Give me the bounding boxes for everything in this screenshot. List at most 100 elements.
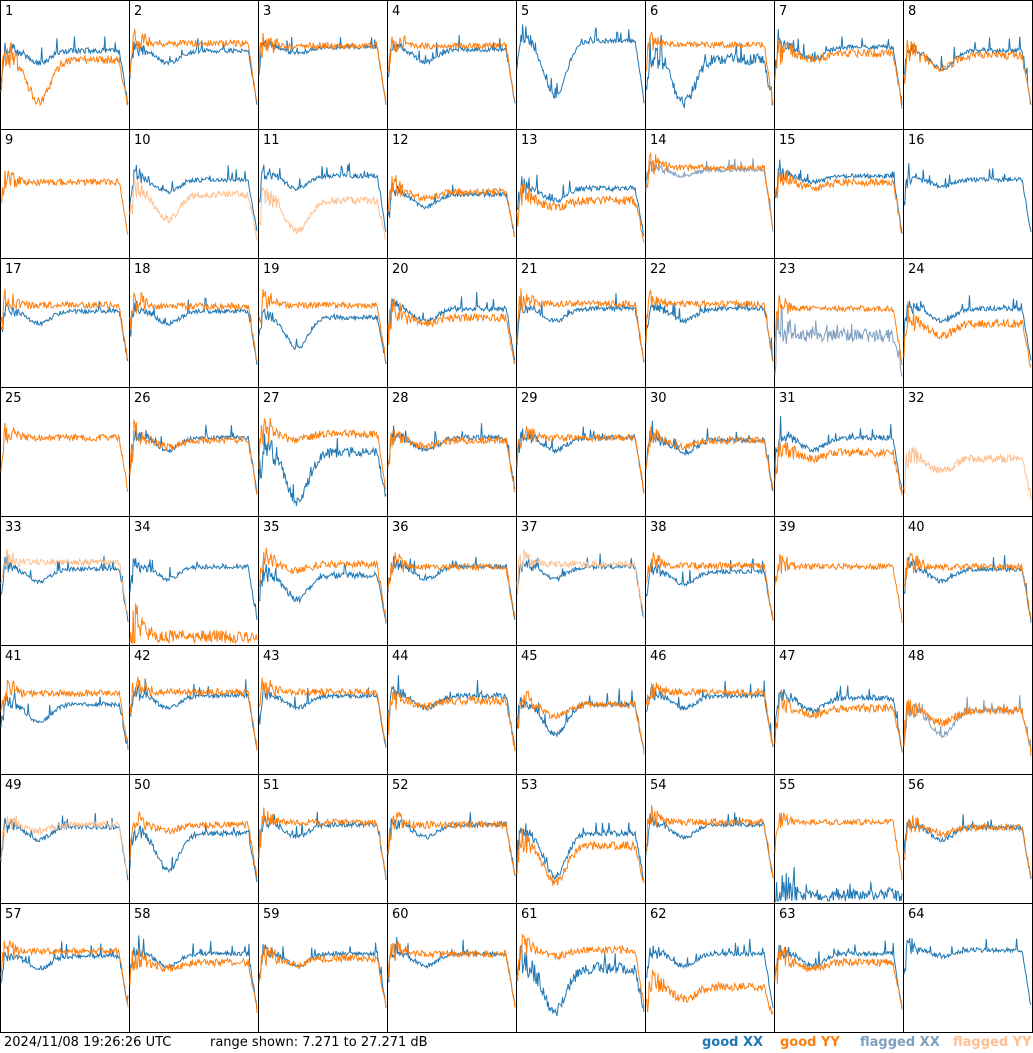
tile-frame-23 [774,258,904,388]
tile-label-28: 28 [392,391,409,406]
series-yy-tile-40 [903,552,1032,619]
series-xx-tile-1 [0,36,129,105]
tile-frame-34 [129,516,259,646]
tile-frame-29 [516,387,646,517]
tile-label-45: 45 [521,649,538,664]
tile-frame-26 [129,387,259,517]
tile-frame-22 [645,258,775,388]
tile-frame-16 [903,129,1033,259]
tile-frame-14 [645,129,775,259]
tile-label-43: 43 [263,649,280,664]
tile-frame-15 [774,129,904,259]
tile-label-22: 22 [650,262,667,277]
tile-label-52: 52 [392,778,409,793]
tile-label-24: 24 [908,262,925,277]
tile-label-27: 27 [263,391,280,406]
series-yy-tile-31 [774,441,903,496]
tile-frame-46 [645,645,775,775]
series-yy-tile-43 [258,677,387,747]
series-yy-tile-28 [387,429,516,493]
series-xx-tile-5 [516,24,645,104]
tile-label-10: 10 [134,133,151,148]
series-xx-tile-40 [903,555,1032,623]
series-xx-tile-55 [775,867,903,902]
footer: 2024/11/08 19:26:26 UTC range shown: 7.2… [0,1033,1033,1053]
tile-label-20: 20 [392,262,409,277]
series-xx-tile-34 [129,558,258,620]
tile-frame-7 [774,0,904,130]
tile-frame-3 [258,0,388,130]
series-xx-tile-24 [903,295,1032,361]
series-yy-tile-6 [645,31,774,104]
tile-frame-55 [774,774,904,904]
tile-label-42: 42 [134,649,151,664]
tile-label-1: 1 [5,4,13,19]
tile-frame-61 [516,903,646,1033]
tile-label-31: 31 [779,391,796,406]
tile-frame-10 [129,129,259,259]
tile-frame-42 [129,645,259,775]
series-xx-tile-64 [903,938,1032,1005]
series-xx-tile-62 [645,938,774,1008]
tile-frame-9 [0,129,130,259]
tile-label-41: 41 [5,649,22,664]
tile-frame-32 [903,387,1033,517]
tile-label-16: 16 [908,133,925,148]
tile-label-11: 11 [263,133,280,148]
tile-label-6: 6 [650,4,658,19]
tile-frame-58 [129,903,259,1033]
series-yy-tile-11 [258,187,387,241]
series-xx-tile-27 [258,433,387,507]
series-yy-tile-29 [516,426,645,494]
timestamp: 2024/11/08 19:26:26 UTC [4,1035,172,1050]
tile-frame-13 [516,129,646,259]
series-yy-tile-63 [774,944,903,1010]
series-xx-tile-59 [258,942,387,1008]
series-xx-tile-31 [774,415,903,494]
series-xx-tile-15 [774,159,903,234]
series-yy-tile-3 [258,32,387,105]
series-xx-tile-35 [258,561,387,624]
tile-frame-44 [387,645,517,775]
legend-flagged-yy: flagged YY [953,1035,1032,1050]
series-xx-tile-38 [645,558,774,621]
series-yy-tile-24 [903,301,1032,369]
series-xx-tile-63 [774,940,903,1007]
tile-frame-62 [645,903,775,1033]
tile-label-46: 46 [650,649,667,664]
tile-frame-51 [258,774,388,904]
series-yy-tile-8 [903,39,1032,105]
tile-label-4: 4 [392,4,400,19]
series-xx-tile-53 [516,822,645,881]
series-xx-tile-13 [516,174,645,237]
series-yy-tile-13 [516,183,645,243]
series-yy-tile-45 [516,690,645,755]
series-yy-tile-23 [774,295,903,366]
series-xx-tile-2 [129,38,258,105]
tile-frame-30 [645,387,775,517]
series-yy-tile-61 [516,933,645,1009]
series-yy-tile-26 [129,418,258,496]
tile-frame-63 [774,903,904,1033]
series-yy-tile-1 [0,42,129,107]
tile-frame-59 [258,903,388,1033]
series-yy-tile-48 [903,699,1032,756]
series-xx-tile-11 [258,162,387,232]
tile-label-62: 62 [650,907,667,922]
series-yy-tile-33 [0,548,129,617]
tile-label-32: 32 [908,391,925,406]
tile-frame-2 [129,0,259,130]
series-yy-tile-18 [129,291,258,362]
series-yy-tile-30 [645,426,774,490]
tile-frame-25 [0,387,130,517]
tile-frame-54 [645,774,775,904]
series-yy-tile-58 [129,949,258,1014]
tile-frame-17 [0,258,130,388]
tile-label-37: 37 [521,520,538,535]
tile-label-8: 8 [908,4,916,19]
series-xx-tile-60 [387,936,516,1006]
tile-frame-40 [903,516,1033,646]
series-yy-tile-27 [258,418,387,491]
series-yy-tile-53 [516,829,645,886]
tile-label-26: 26 [134,391,151,406]
